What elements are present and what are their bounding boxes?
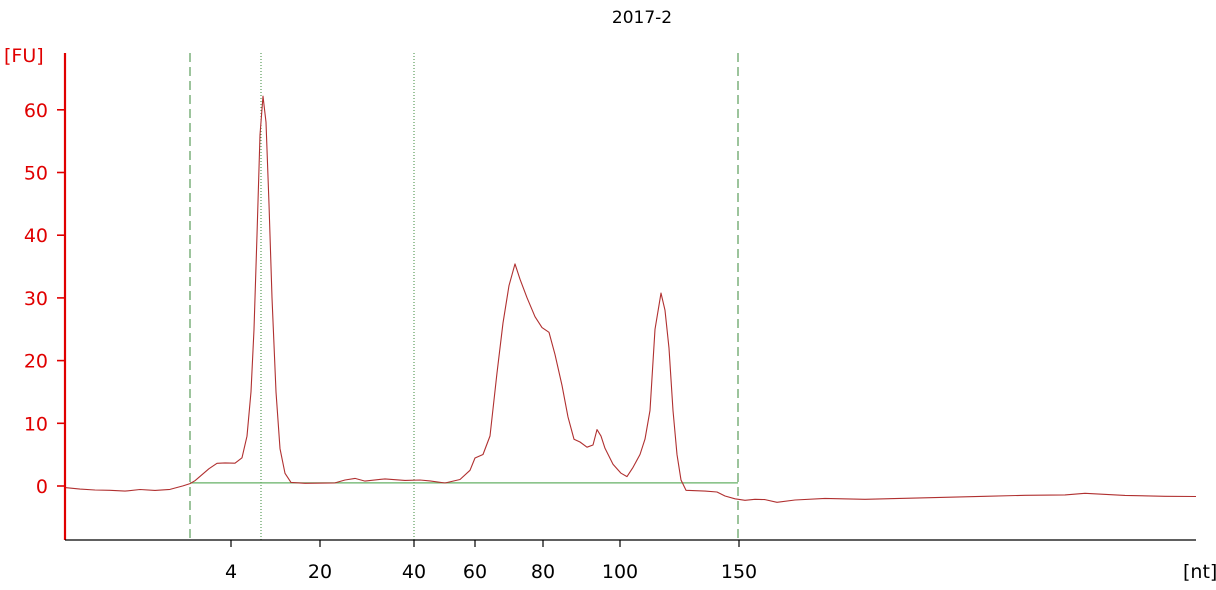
y-tick-label-10: 10 bbox=[24, 413, 48, 435]
y-axis-label: [FU] bbox=[4, 45, 44, 67]
y-tick-label-0: 0 bbox=[36, 476, 48, 498]
x-axis-label: [nt] bbox=[1183, 561, 1216, 583]
y-tick-label-60: 60 bbox=[24, 100, 48, 122]
x-tick-label-100: 100 bbox=[602, 561, 638, 583]
x-tick-label-4: 4 bbox=[225, 561, 237, 583]
y-tick-label-30: 30 bbox=[24, 288, 48, 310]
signal-trace-0 bbox=[64, 95, 1197, 503]
x-tick-label-20: 20 bbox=[308, 561, 332, 583]
chart-title: 2017-2 bbox=[612, 8, 672, 28]
x-tick-labels: 4 20 40 60 80 100 150 bbox=[225, 540, 757, 583]
x-tick-label-150: 150 bbox=[721, 561, 757, 583]
y-tick-label-20: 20 bbox=[24, 351, 48, 373]
y-tick-label-50: 50 bbox=[24, 163, 48, 185]
y-tick-label-40: 40 bbox=[24, 225, 48, 247]
x-tick-label-40: 40 bbox=[402, 561, 426, 583]
signal-trace-layer bbox=[64, 95, 1197, 503]
x-tick-label-80: 80 bbox=[531, 561, 555, 583]
y-tick-labels: 0 10 20 30 40 50 60 bbox=[24, 100, 65, 498]
x-tick-label-60: 60 bbox=[463, 561, 487, 583]
marker-lines bbox=[189, 53, 739, 540]
axes bbox=[63, 53, 1196, 541]
